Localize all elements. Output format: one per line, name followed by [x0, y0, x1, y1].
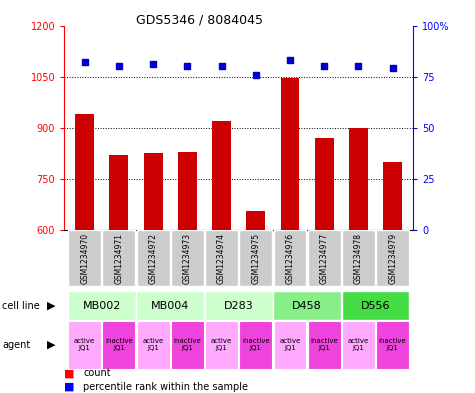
FancyBboxPatch shape	[239, 321, 272, 369]
FancyBboxPatch shape	[342, 321, 375, 369]
FancyBboxPatch shape	[137, 230, 170, 286]
Bar	[315, 138, 333, 393]
FancyBboxPatch shape	[308, 230, 341, 286]
Text: GSM1234979: GSM1234979	[388, 233, 397, 284]
Text: MB002: MB002	[83, 301, 121, 310]
Text: inactive
JQ1: inactive JQ1	[379, 338, 407, 351]
Text: ■: ■	[64, 368, 75, 378]
Point	[149, 61, 157, 68]
FancyBboxPatch shape	[308, 321, 341, 369]
FancyBboxPatch shape	[342, 291, 409, 320]
Bar	[212, 121, 231, 393]
FancyBboxPatch shape	[137, 321, 170, 369]
Text: active
JQ1: active JQ1	[279, 338, 301, 351]
Bar	[281, 78, 299, 393]
Point	[321, 63, 328, 70]
Text: inactive
JQ1: inactive JQ1	[105, 338, 133, 351]
Text: GSM1234977: GSM1234977	[320, 233, 329, 284]
Bar	[75, 114, 94, 393]
FancyBboxPatch shape	[205, 230, 238, 286]
Text: GSM1234975: GSM1234975	[251, 233, 260, 284]
Text: agent: agent	[2, 340, 30, 350]
Text: GDS5346 / 8084045: GDS5346 / 8084045	[136, 14, 263, 27]
Point	[218, 63, 225, 70]
Point	[81, 59, 88, 66]
FancyBboxPatch shape	[68, 291, 136, 320]
Text: ■: ■	[64, 382, 75, 392]
Bar	[349, 128, 368, 393]
Text: GSM1234974: GSM1234974	[217, 233, 226, 284]
Text: cell line: cell line	[2, 301, 40, 310]
Bar	[144, 153, 162, 393]
Text: GSM1234972: GSM1234972	[149, 233, 158, 284]
Bar	[383, 162, 402, 393]
Text: D283: D283	[224, 301, 254, 310]
FancyBboxPatch shape	[274, 321, 306, 369]
Text: D556: D556	[361, 301, 390, 310]
Point	[355, 63, 362, 70]
Text: GSM1234970: GSM1234970	[80, 233, 89, 284]
Point	[252, 72, 260, 78]
FancyBboxPatch shape	[171, 230, 204, 286]
Text: MB004: MB004	[151, 301, 190, 310]
FancyBboxPatch shape	[274, 230, 306, 286]
Text: active
JQ1: active JQ1	[348, 338, 369, 351]
FancyBboxPatch shape	[68, 230, 101, 286]
Text: active
JQ1: active JQ1	[142, 338, 164, 351]
Text: ▶: ▶	[47, 340, 56, 350]
FancyBboxPatch shape	[376, 230, 409, 286]
Bar	[247, 211, 265, 393]
FancyBboxPatch shape	[103, 321, 135, 369]
FancyBboxPatch shape	[205, 321, 238, 369]
Text: active
JQ1: active JQ1	[74, 338, 95, 351]
Text: GSM1234973: GSM1234973	[183, 233, 192, 284]
FancyBboxPatch shape	[171, 321, 204, 369]
Point	[115, 63, 123, 70]
Text: inactive
JQ1: inactive JQ1	[173, 338, 201, 351]
FancyBboxPatch shape	[376, 321, 409, 369]
Text: inactive
JQ1: inactive JQ1	[242, 338, 270, 351]
Text: GSM1234978: GSM1234978	[354, 233, 363, 284]
Text: GSM1234976: GSM1234976	[285, 233, 294, 284]
Text: ▶: ▶	[47, 301, 56, 310]
Point	[389, 65, 397, 72]
Text: GSM1234971: GSM1234971	[114, 233, 124, 284]
FancyBboxPatch shape	[273, 291, 341, 320]
Text: count: count	[83, 368, 111, 378]
FancyBboxPatch shape	[342, 230, 375, 286]
Text: active
JQ1: active JQ1	[211, 338, 232, 351]
Point	[286, 57, 294, 63]
FancyBboxPatch shape	[68, 321, 101, 369]
FancyBboxPatch shape	[103, 230, 135, 286]
FancyBboxPatch shape	[136, 291, 204, 320]
Text: inactive
JQ1: inactive JQ1	[310, 338, 338, 351]
FancyBboxPatch shape	[205, 291, 273, 320]
Point	[183, 63, 191, 70]
Bar	[178, 152, 197, 393]
Text: D458: D458	[292, 301, 322, 310]
Text: percentile rank within the sample: percentile rank within the sample	[83, 382, 248, 392]
Bar	[109, 155, 128, 393]
FancyBboxPatch shape	[239, 230, 272, 286]
